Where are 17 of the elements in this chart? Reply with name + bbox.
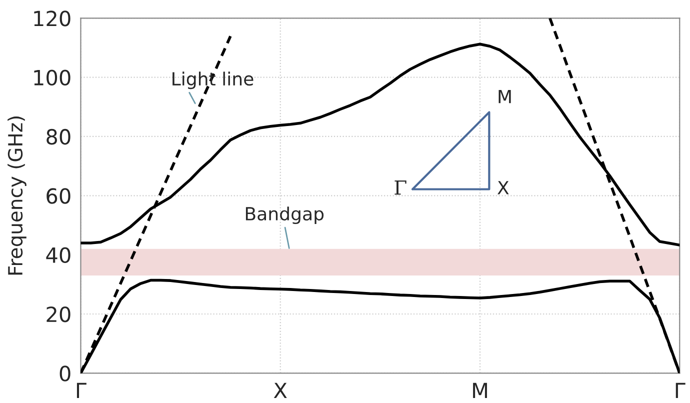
y-tick-label: 60 [46, 188, 70, 204]
annotation: Light line [172, 72, 254, 90]
x-tick-label: Γ [676, 382, 686, 398]
annotation: Γ [394, 180, 406, 195]
y-tick-label: 120 [34, 10, 70, 26]
y-tick-label: 80 [46, 128, 70, 145]
annotation: Bandgap [246, 206, 324, 224]
y-axis-title: Frequency (GHz) [8, 116, 26, 275]
annotation: M [498, 90, 511, 104]
x-tick-label: X [274, 382, 287, 398]
x-tick-label: M [473, 382, 487, 398]
y-tick-label: 100 [34, 70, 70, 86]
y-tick-label: 0 [60, 366, 70, 382]
x-tick-label: Γ [76, 382, 86, 398]
y-tick-label: 40 [46, 247, 70, 264]
annotation: X [498, 181, 509, 194]
y-tick-label: 20 [46, 306, 70, 322]
